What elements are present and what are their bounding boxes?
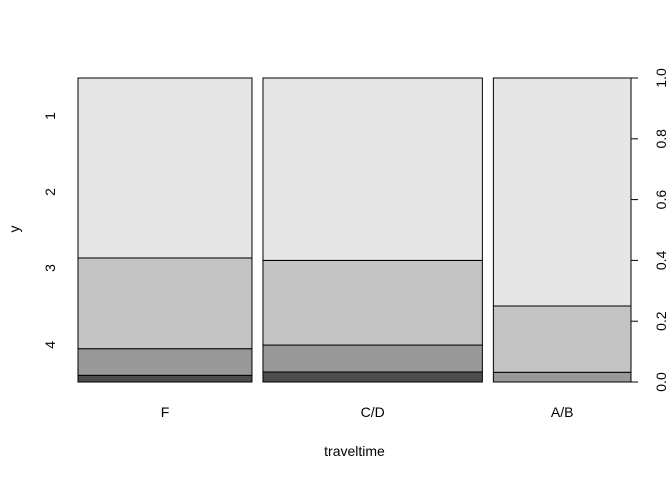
right-axis-tick-label: 0.4: [653, 250, 669, 270]
right-axis-tick-label: 0.2: [653, 311, 669, 331]
bars-group: [77, 77, 632, 383]
bar-segment-A/B-3: [492, 371, 632, 383]
right-axis-tick-label: 0.6: [653, 190, 669, 210]
left-axis-label: 4: [42, 341, 58, 349]
bar-segment-A/B-2: [492, 305, 632, 373]
x-tick-label: C/D: [361, 404, 385, 420]
bar-segment-C/D-4: [262, 371, 483, 383]
x-tick-label: A/B: [551, 404, 574, 420]
right-axis: 0.0 0.2 0.4 0.6 0.8 1.0: [630, 68, 669, 392]
right-axis-tick-label: 0.8: [653, 129, 669, 149]
bar-segment-C/D-3: [262, 344, 483, 373]
bar-segment-C/D-2: [262, 259, 483, 346]
bar-segment-F-4: [77, 374, 253, 383]
left-axis-label: 3: [42, 264, 58, 272]
bar-segment-F-3: [77, 348, 253, 376]
x-axis-label: traveltime: [324, 443, 385, 459]
x-tick-label: F: [161, 404, 170, 420]
left-axis-label: 1: [42, 112, 58, 120]
left-axis: 4 3 2 1: [42, 112, 58, 349]
bar-segment-C/D-1: [262, 77, 483, 261]
y-axis-label: y: [6, 226, 22, 233]
bar-segment-F-2: [77, 257, 253, 350]
bar-segment-F-1: [77, 77, 253, 259]
right-axis-tick-label: 0.0: [653, 372, 669, 392]
bar-segment-A/B-1: [492, 77, 632, 307]
x-tick-labels: F C/D A/B: [161, 404, 574, 420]
right-axis-tick-label: 1.0: [653, 68, 669, 88]
left-axis-label: 2: [42, 188, 58, 196]
